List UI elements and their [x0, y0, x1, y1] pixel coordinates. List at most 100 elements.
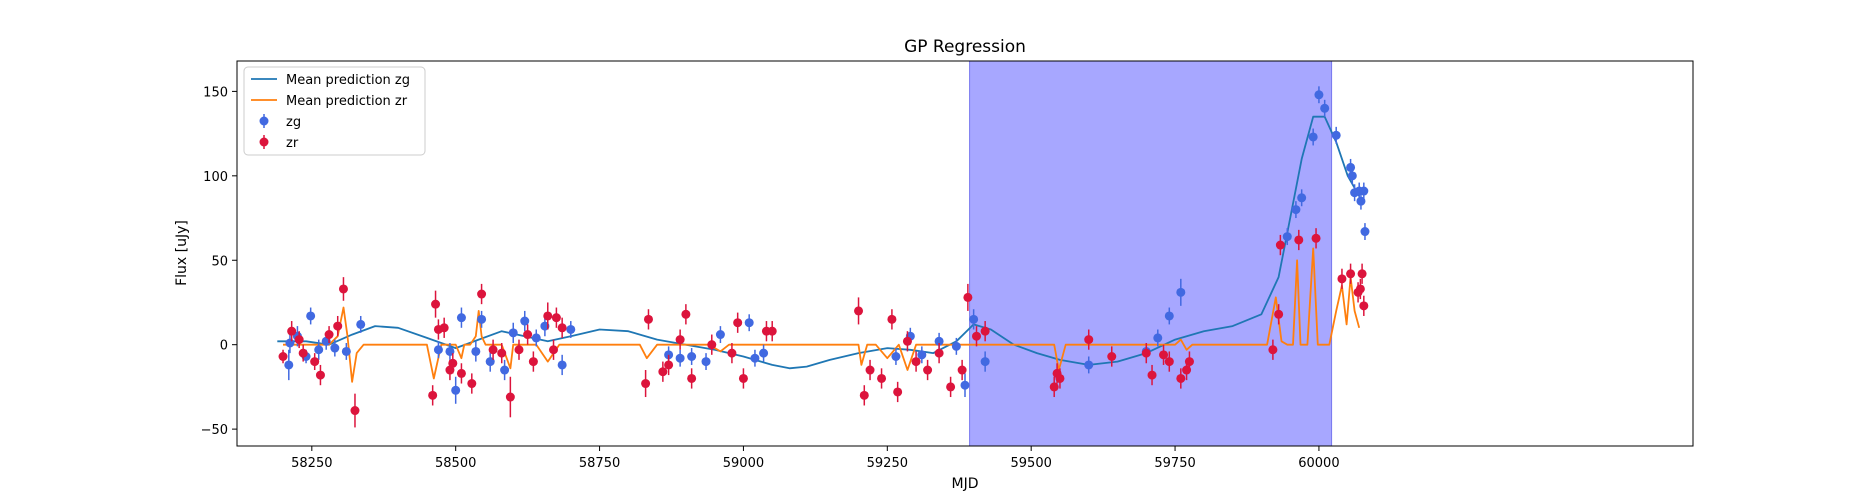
data-point-zg [284, 360, 294, 370]
data-point-zr [1141, 348, 1151, 358]
data-point-zr [467, 379, 477, 389]
data-point-zr [767, 326, 777, 336]
data-point-zr [557, 323, 567, 333]
y-tick-label: −50 [201, 423, 228, 438]
data-point-zg [759, 348, 769, 358]
data-point-zr [1275, 240, 1285, 250]
data-point-zg [1297, 193, 1307, 203]
x-tick-label: 58250 [291, 456, 332, 471]
legend-label-mean_zr: Mean prediction zr [286, 94, 408, 109]
data-point-zr [681, 309, 691, 319]
series-points-zr [278, 228, 1369, 428]
data-point-zr [1176, 373, 1186, 383]
data-point-zg [891, 352, 901, 362]
data-point-zr [865, 365, 875, 375]
data-point-zr [298, 348, 308, 358]
data-point-zr [1049, 382, 1059, 392]
data-point-zr [1357, 269, 1367, 279]
data-point-zr [1164, 357, 1174, 367]
data-point-zr [448, 358, 458, 368]
data-point-zg [1282, 232, 1292, 242]
data-point-zr [278, 352, 288, 362]
data-point-zr [505, 392, 515, 402]
x-tick-label: 58750 [579, 456, 620, 471]
data-point-zr [350, 406, 360, 416]
x-axis-label: MJD [952, 476, 979, 492]
data-point-zr [528, 357, 538, 367]
data-point-zr [551, 313, 561, 323]
data-point-zr [887, 314, 897, 324]
data-point-zg [951, 341, 961, 351]
legend-label-zr: zr [286, 136, 299, 151]
legend: Mean prediction zg Mean prediction zr zg zr [243, 66, 426, 156]
y-axis-label: Flux [uJy] [174, 220, 190, 286]
data-point-zg [687, 352, 697, 362]
data-point-zg [500, 365, 510, 375]
data-point-zg [1347, 171, 1357, 181]
data-point-zr [980, 326, 990, 336]
x-axis: 58250 58500 58750 59000 59250 59500 59750 60000 [291, 446, 1340, 471]
shaded-region-layer [969, 60, 1333, 447]
data-point-zr [333, 321, 343, 331]
data-point-zg [1084, 360, 1094, 370]
data-point-zr [733, 318, 743, 328]
data-point-zr [957, 365, 967, 375]
data-point-zr [1274, 309, 1284, 319]
data-point-zg [750, 353, 760, 363]
data-point-zg [356, 319, 366, 329]
data-point-zg [566, 324, 576, 334]
legend-label-mean_zg: Mean prediction zg [286, 73, 410, 88]
data-point-zg [1314, 90, 1324, 100]
y-tick-label: 50 [211, 254, 228, 269]
shaded-region [969, 60, 1333, 447]
data-point-zg [1164, 311, 1174, 321]
data-point-zg [1291, 205, 1301, 215]
data-point-zg [1308, 132, 1318, 142]
data-point-zg [1359, 186, 1369, 196]
data-point-zg [477, 314, 487, 324]
data-point-zg [960, 380, 970, 390]
data-point-zg [508, 328, 518, 338]
data-point-zg [1320, 103, 1330, 113]
data-point-zr [1107, 352, 1117, 362]
data-point-zr [1359, 301, 1369, 311]
data-point-zr [963, 292, 973, 302]
data-point-zg [1360, 227, 1370, 237]
data-point-zr [1311, 233, 1321, 243]
x-tick-label: 59750 [1154, 456, 1195, 471]
legend-marker-zg [259, 116, 269, 126]
data-point-zg [471, 346, 481, 356]
data-point-zg [433, 345, 443, 355]
data-point-zr [934, 348, 944, 358]
data-point-zr [514, 345, 524, 355]
data-point-zg [1346, 162, 1356, 172]
data-point-zg [285, 338, 295, 348]
data-point-zr [287, 326, 297, 336]
data-point-zr [854, 306, 864, 316]
data-point-zg [934, 336, 944, 346]
data-point-zr [727, 348, 737, 358]
data-point-zr [643, 314, 653, 324]
data-point-zr [911, 357, 921, 367]
data-point-zr [315, 370, 325, 380]
x-tick-label: 60000 [1298, 456, 1339, 471]
data-point-zg [917, 350, 927, 360]
chart-title: GP Regression [904, 37, 1026, 57]
data-point-zg [1153, 333, 1163, 343]
data-point-zr [543, 311, 553, 321]
data-point-zr [707, 340, 717, 350]
data-point-zr [338, 284, 348, 294]
y-tick-label: 150 [203, 85, 228, 100]
data-point-zr [1159, 350, 1169, 360]
data-point-zg [744, 318, 754, 328]
data-point-zr [1355, 284, 1365, 294]
data-point-zr [641, 379, 651, 389]
data-point-zr [1268, 345, 1278, 355]
x-tick-label: 59500 [1011, 456, 1052, 471]
data-point-zg [980, 357, 990, 367]
data-point-zr [675, 335, 685, 345]
data-point-zr [1346, 269, 1356, 279]
x-tick-label: 59000 [723, 456, 764, 471]
data-point-zr [1184, 357, 1194, 367]
